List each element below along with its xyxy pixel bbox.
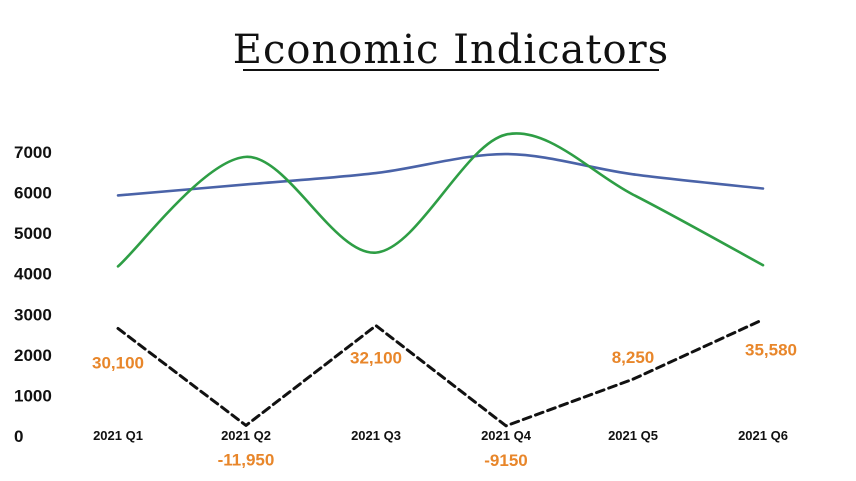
- y-tick-label: 4000: [14, 265, 52, 284]
- data-labels: 30,100 -11,950 32,100 -9150 8,250 35,580: [92, 341, 797, 470]
- series-line-1: [116, 152, 765, 197]
- y-tick-label: 2000: [14, 346, 52, 365]
- x-tick-label: 2021 Q3: [351, 428, 401, 443]
- data-label: 8,250: [612, 348, 655, 367]
- series-line-3: [116, 318, 765, 428]
- y-tick-label: 0: [14, 427, 23, 446]
- data-label: 35,580: [745, 341, 797, 360]
- y-tick-label: 3000: [14, 305, 52, 324]
- y-tick-label: 5000: [14, 224, 52, 243]
- chart-title-group: Economic Indicators: [233, 27, 669, 73]
- y-tick-label: 1000: [14, 386, 52, 405]
- x-tick-label: 2021 Q2: [221, 428, 271, 443]
- chart-title: Economic Indicators: [233, 27, 669, 73]
- x-tick-label: 2021 Q4: [481, 428, 532, 443]
- y-tick-label: 6000: [14, 184, 52, 203]
- x-tick-label: 2021 Q5: [608, 428, 658, 443]
- x-tick-label: 2021 Q1: [93, 428, 143, 443]
- series-line-2: [116, 132, 765, 268]
- series-lines: [116, 132, 765, 428]
- data-label: -11,950: [218, 450, 275, 469]
- data-label: 32,100: [350, 349, 402, 368]
- x-axis-ticks: 2021 Q1 2021 Q2 2021 Q3 2021 Q4 2021 Q5 2021 …: [93, 428, 788, 443]
- y-tick-label: 7000: [14, 143, 52, 162]
- y-axis-ticks: 0 1000 2000 3000 4000 5000 6000 7000: [14, 143, 52, 446]
- x-tick-label: 2021 Q6: [738, 428, 788, 443]
- data-label: -9150: [484, 451, 527, 470]
- data-label: 30,100: [92, 353, 144, 372]
